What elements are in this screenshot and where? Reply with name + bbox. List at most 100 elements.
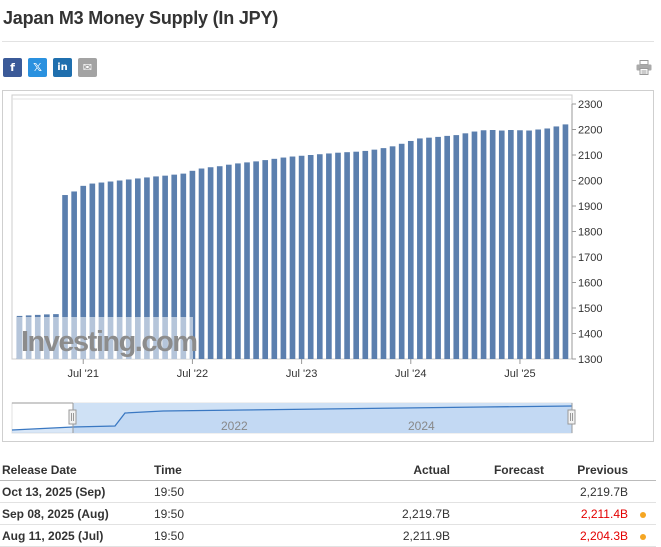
bar[interactable] <box>144 177 150 359</box>
row-previous: 2,211.4B <box>580 507 628 521</box>
bar[interactable] <box>262 160 269 359</box>
y-tick-label: 1500 <box>578 303 602 315</box>
navigator-line <box>11 405 573 431</box>
bar[interactable] <box>444 135 450 360</box>
y-tick-label: 1700 <box>578 252 602 264</box>
bar[interactable] <box>344 152 350 359</box>
bar[interactable] <box>371 149 378 359</box>
navigator-right-handle[interactable] <box>567 409 576 425</box>
table-row: Sep 08, 2025 (Aug) 19:50 2,219.7B 2,211.… <box>0 503 656 525</box>
bar[interactable] <box>89 183 96 359</box>
row-time: 19:50 <box>154 485 185 499</box>
y-axis: 1300 1400 1500 1600 1700 1800 1900 2000 2100 2200… <box>571 99 602 366</box>
row-time: 19:50 <box>154 507 185 521</box>
revision-dot-icon[interactable] <box>640 534 646 540</box>
bar[interactable] <box>207 167 214 359</box>
bar[interactable] <box>198 168 205 359</box>
facebook-share-button[interactable]: f <box>3 58 22 77</box>
page-title: Japan M3 Money Supply (In JPY) <box>3 8 279 28</box>
y-tick-label: 1900 <box>578 201 602 213</box>
bar[interactable] <box>489 130 496 359</box>
row-date: Aug 11, 2025 (Jul) <box>2 529 104 543</box>
title-divider <box>2 41 654 42</box>
bar[interactable] <box>316 154 323 359</box>
bar[interactable] <box>562 124 569 360</box>
bar[interactable] <box>62 195 68 359</box>
navigator-label: 2024 <box>408 419 435 433</box>
y-tick-label: 2300 <box>578 99 602 111</box>
bar[interactable] <box>244 162 250 359</box>
x-tick-label: Jul '25 <box>504 368 535 380</box>
bar[interactable] <box>553 126 560 359</box>
header-time[interactable]: Time <box>154 463 182 477</box>
bar[interactable] <box>125 179 132 359</box>
bar[interactable] <box>389 146 396 359</box>
watermark-text: Investing.com <box>21 326 197 358</box>
money-supply-chart[interactable]: 1300 1400 1500 1600 1700 1800 1900 2000 2100 2200… <box>3 91 653 441</box>
row-previous: 2,219.7B <box>579 485 628 499</box>
bar[interactable] <box>162 175 168 359</box>
bar[interactable] <box>271 158 278 359</box>
bar[interactable] <box>471 131 478 359</box>
bar[interactable] <box>480 130 487 359</box>
bar[interactable] <box>407 140 414 359</box>
bar[interactable] <box>253 161 259 360</box>
bar-series <box>16 124 569 360</box>
bar[interactable] <box>353 151 360 359</box>
bar[interactable] <box>526 130 532 359</box>
twitter-share-button[interactable]: 𝕏 <box>28 58 47 77</box>
bar[interactable] <box>298 155 305 359</box>
bar[interactable] <box>216 166 223 359</box>
bar[interactable] <box>453 135 460 359</box>
revision-dot-icon[interactable] <box>640 512 646 518</box>
bar[interactable] <box>98 182 105 359</box>
bar[interactable] <box>280 157 287 359</box>
bar[interactable] <box>435 136 441 359</box>
bar[interactable] <box>398 143 405 359</box>
header-release-date[interactable]: Release Date <box>2 463 77 477</box>
bar[interactable] <box>235 163 241 359</box>
bar[interactable] <box>335 152 341 359</box>
bar[interactable] <box>462 133 469 359</box>
bar[interactable] <box>426 137 432 359</box>
bar[interactable] <box>307 155 314 359</box>
row-time: 19:50 <box>154 529 185 543</box>
bar[interactable] <box>417 138 423 359</box>
range-navigator[interactable]: 2022 2024 <box>11 402 576 434</box>
bar[interactable] <box>107 181 114 359</box>
bar[interactable] <box>544 128 551 359</box>
header-forecast[interactable]: Forecast <box>493 463 544 477</box>
bar[interactable] <box>535 129 541 360</box>
bar[interactable] <box>135 178 141 359</box>
bar[interactable] <box>116 180 123 360</box>
bar[interactable] <box>289 156 296 359</box>
header-actual[interactable]: Actual <box>413 463 450 477</box>
x-tick-label: Jul '23 <box>286 368 317 380</box>
bar[interactable] <box>326 153 332 359</box>
header-previous[interactable]: Previous <box>577 463 628 477</box>
bar[interactable] <box>498 130 505 359</box>
bar[interactable] <box>153 176 159 359</box>
row-date: Sep 08, 2025 (Aug) <box>2 507 109 521</box>
bar[interactable] <box>380 148 387 359</box>
bar[interactable] <box>225 164 232 359</box>
bar[interactable] <box>71 191 77 359</box>
printer-icon[interactable] <box>636 60 652 75</box>
bar[interactable] <box>171 174 178 359</box>
table-row: Oct 13, 2025 (Sep) 19:50 2,219.7B <box>0 481 656 503</box>
linkedin-share-button[interactable]: in <box>53 58 72 77</box>
bar[interactable] <box>508 130 514 359</box>
x-tick-label: Jul '24 <box>395 368 426 380</box>
row-actual: 2,219.7B <box>401 507 450 521</box>
navigator-left-handle[interactable] <box>68 409 77 425</box>
bar[interactable] <box>180 173 187 359</box>
y-tick-label: 2200 <box>578 125 602 137</box>
bar[interactable] <box>189 170 196 359</box>
email-share-button[interactable]: ✉ <box>78 58 97 77</box>
bar[interactable] <box>362 150 369 359</box>
bar[interactable] <box>80 185 87 359</box>
row-previous: 2,204.3B <box>579 529 628 543</box>
y-tick-label: 2000 <box>578 176 602 188</box>
navigator-area <box>12 406 572 433</box>
bar[interactable] <box>517 130 523 359</box>
